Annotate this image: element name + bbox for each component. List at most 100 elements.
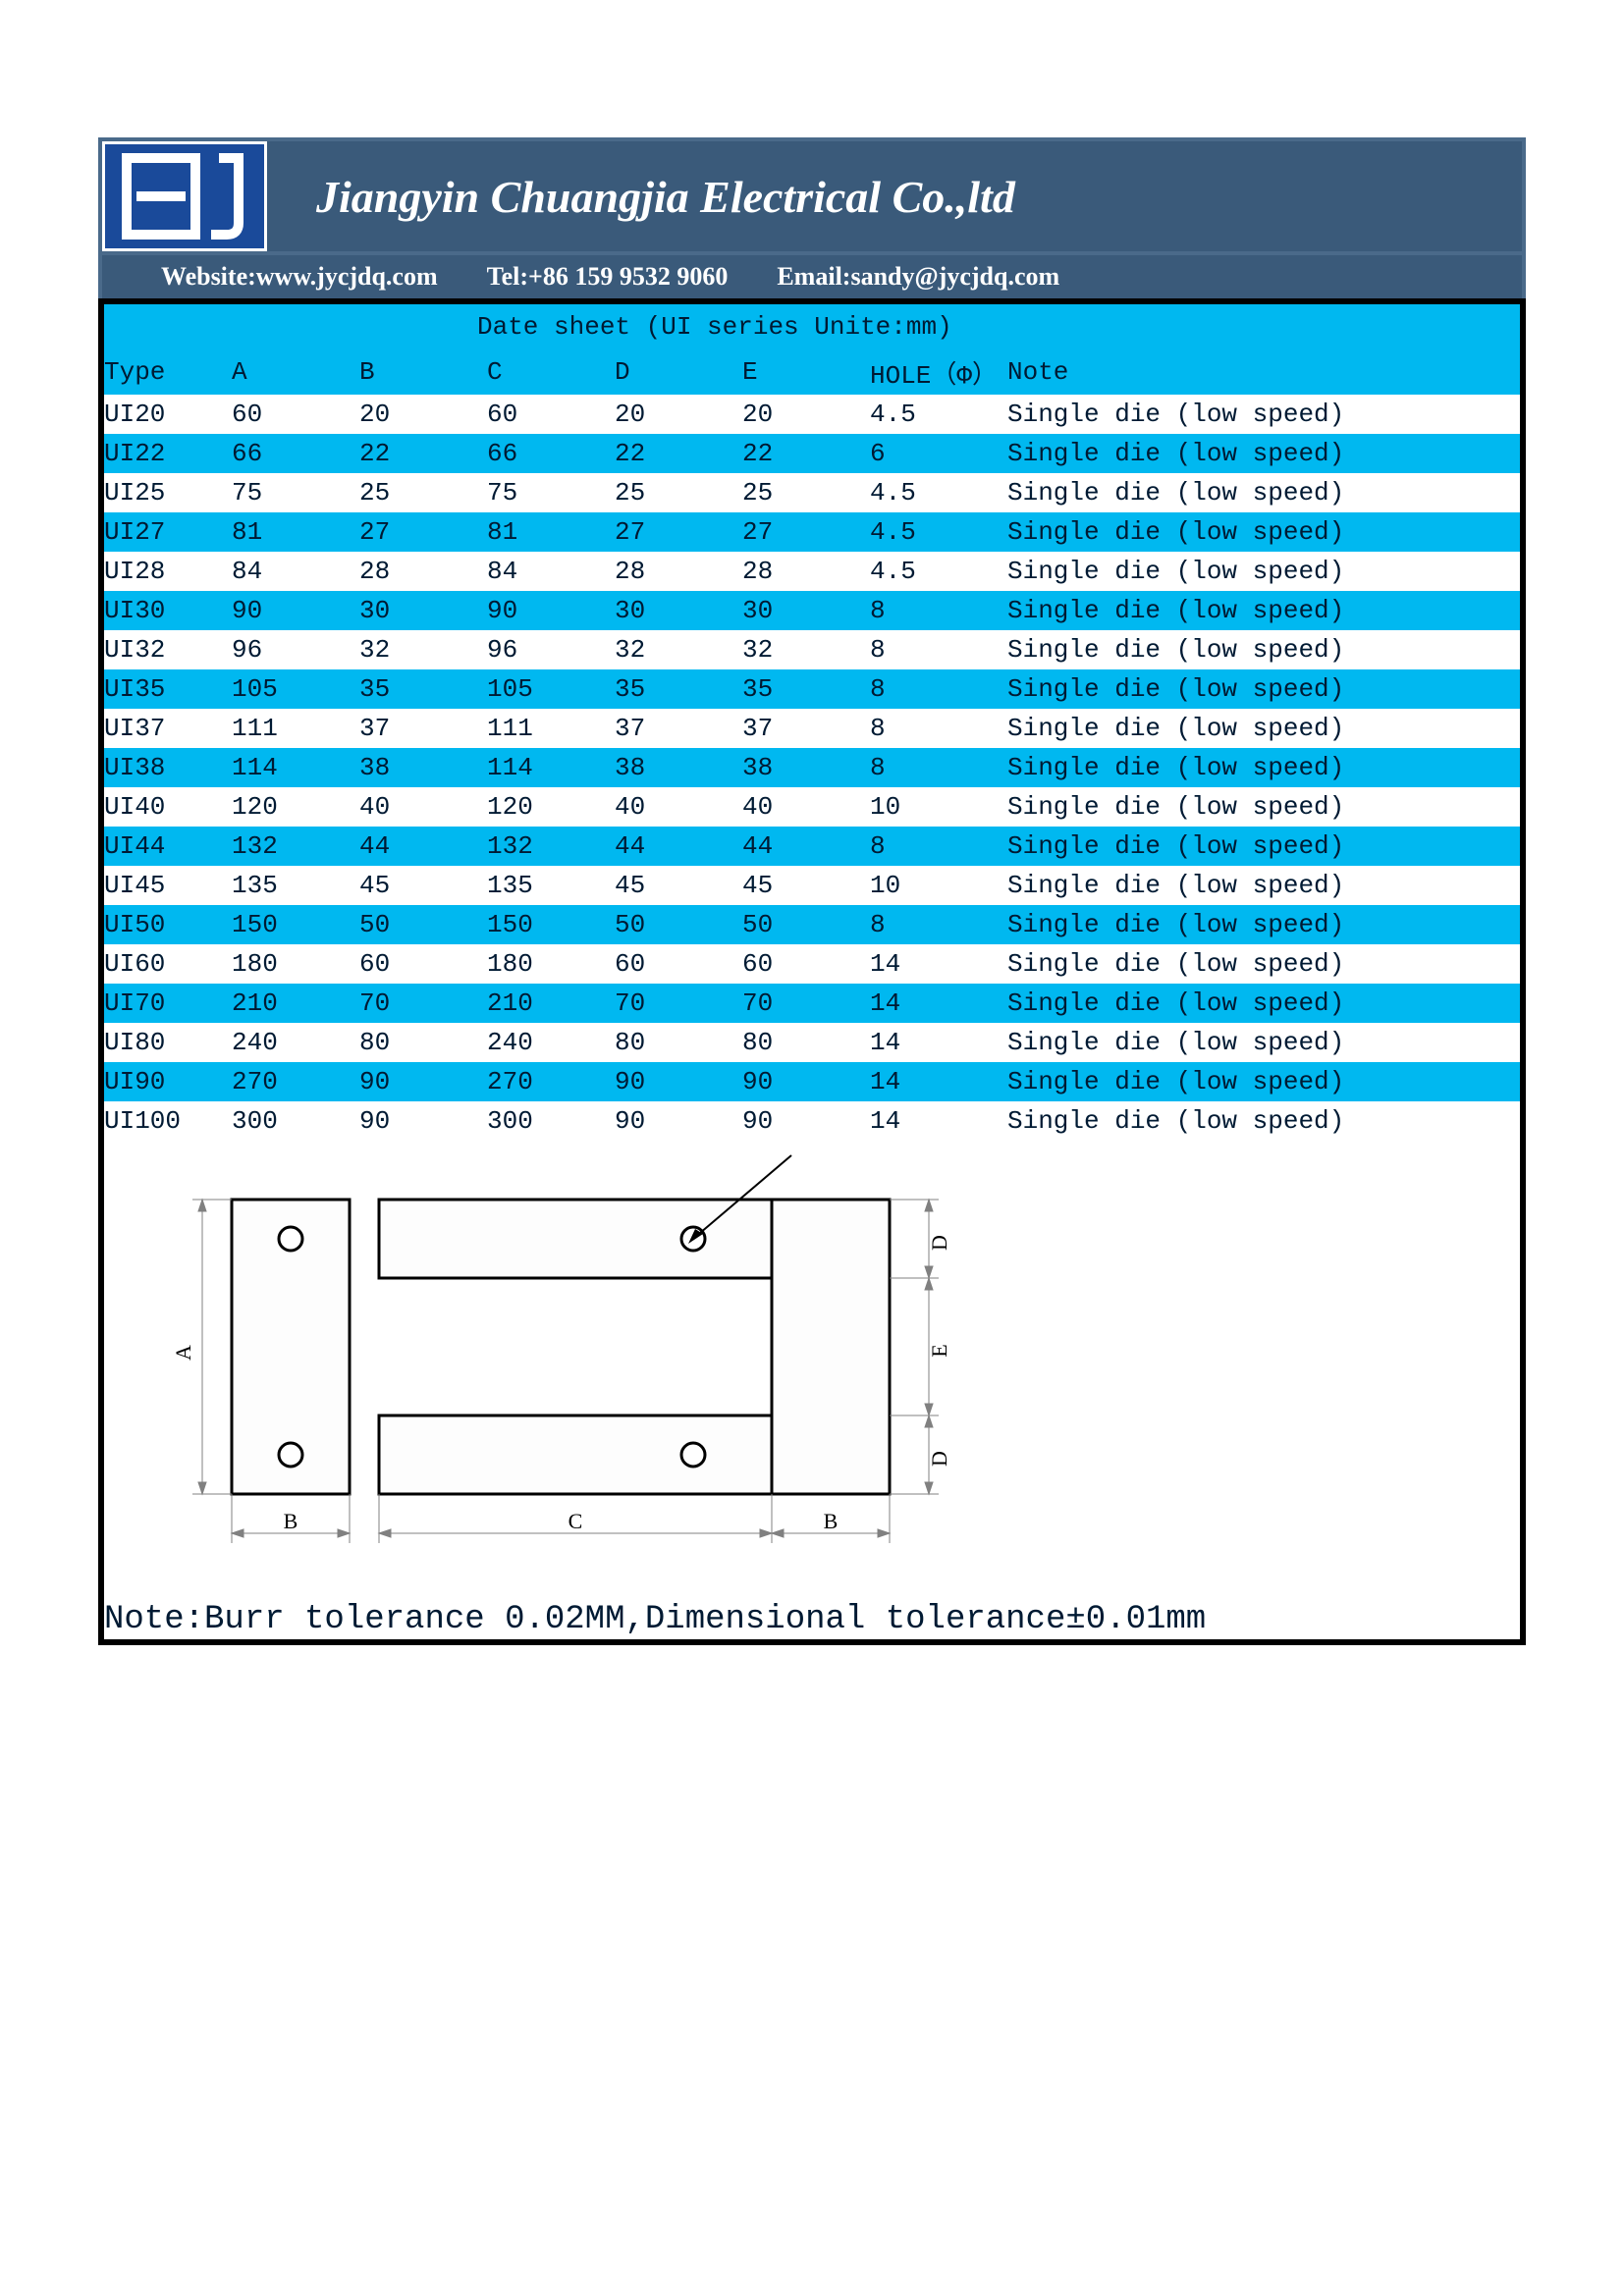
cell-hole: 4.5 [870, 552, 1007, 591]
col-header-b: B [359, 349, 487, 395]
footer-note-row: Note:Burr tolerance 0.02MM,Dimensional t… [104, 1600, 1520, 1639]
company-name: Jiangyin Chuangjia Electrical Co.,ltd [316, 171, 1015, 223]
cell-d: 90 [615, 1062, 742, 1101]
table-row: UI4513545135454510Single die (low speed) [104, 866, 1520, 905]
cell-type: UI38 [104, 748, 232, 787]
cell-d: 27 [615, 512, 742, 552]
cell-b: 90 [359, 1062, 487, 1101]
table-row: UI3296329632328Single die (low speed) [104, 630, 1520, 669]
cell-d: 38 [615, 748, 742, 787]
table-row: UI3090309030308Single die (low speed) [104, 591, 1520, 630]
cell-c: 90 [487, 591, 615, 630]
cell-note: Single die (low speed) [1007, 552, 1520, 591]
cell-hole: 8 [870, 630, 1007, 669]
email-label: Email:sandy@jycjdq.com [777, 262, 1059, 292]
cell-type: UI25 [104, 473, 232, 512]
cell-b: 40 [359, 787, 487, 827]
cell-e: 38 [742, 748, 870, 787]
cell-note: Single die (low speed) [1007, 866, 1520, 905]
cell-a: 132 [232, 827, 359, 866]
cell-hole: 4.5 [870, 473, 1007, 512]
cell-type: UI70 [104, 984, 232, 1023]
cell-note: Single die (low speed) [1007, 395, 1520, 434]
cell-hole: 14 [870, 1101, 1007, 1141]
cell-c: 120 [487, 787, 615, 827]
cell-a: 66 [232, 434, 359, 473]
cell-e: 40 [742, 787, 870, 827]
cell-note: Single die (low speed) [1007, 944, 1520, 984]
cell-d: 20 [615, 395, 742, 434]
table-row: UI8024080240808014Single die (low speed) [104, 1023, 1520, 1062]
cell-d: 35 [615, 669, 742, 709]
cell-e: 30 [742, 591, 870, 630]
cell-a: 90 [232, 591, 359, 630]
cell-a: 150 [232, 905, 359, 944]
data-table-wrap: Date sheet (UI series Unite:mm) Type A B… [98, 298, 1526, 1645]
dim-label-b2: B [824, 1509, 839, 1533]
cell-note: Single die (low speed) [1007, 512, 1520, 552]
cell-c: 300 [487, 1101, 615, 1141]
cell-c: 132 [487, 827, 615, 866]
dim-label-b1: B [284, 1509, 298, 1533]
cell-b: 90 [359, 1101, 487, 1141]
contact-bar: Website:www.jycjdq.com Tel:+86 159 9532 … [98, 255, 1526, 298]
diagram-cell: A B [104, 1141, 1520, 1600]
table-row: UI10030090300909014Single die (low speed… [104, 1101, 1520, 1141]
cell-b: 80 [359, 1023, 487, 1062]
cell-e: 35 [742, 669, 870, 709]
cell-type: UI60 [104, 944, 232, 984]
cell-d: 30 [615, 591, 742, 630]
cell-c: 150 [487, 905, 615, 944]
cell-a: 96 [232, 630, 359, 669]
table-row: UI2575257525254.5Single die (low speed) [104, 473, 1520, 512]
table-row: UI6018060180606014Single die (low speed) [104, 944, 1520, 984]
cell-c: 111 [487, 709, 615, 748]
cell-note: Single die (low speed) [1007, 630, 1520, 669]
cell-e: 25 [742, 473, 870, 512]
cell-hole: 14 [870, 1062, 1007, 1101]
cell-type: UI44 [104, 827, 232, 866]
cell-e: 90 [742, 1062, 870, 1101]
cell-hole: 8 [870, 827, 1007, 866]
cell-c: 96 [487, 630, 615, 669]
cell-e: 32 [742, 630, 870, 669]
cell-hole: 8 [870, 591, 1007, 630]
cell-e: 70 [742, 984, 870, 1023]
cell-a: 114 [232, 748, 359, 787]
cell-a: 105 [232, 669, 359, 709]
col-header-a: A [232, 349, 359, 395]
cell-note: Single die (low speed) [1007, 591, 1520, 630]
cell-hole: 14 [870, 984, 1007, 1023]
dim-label-e: E [927, 1344, 951, 1357]
col-header-hole: HOLE（Φ） [870, 349, 1007, 395]
cell-note: Single die (low speed) [1007, 434, 1520, 473]
cell-a: 81 [232, 512, 359, 552]
cell-b: 35 [359, 669, 487, 709]
cell-d: 50 [615, 905, 742, 944]
cell-b: 20 [359, 395, 487, 434]
cell-hole: 8 [870, 669, 1007, 709]
cell-a: 180 [232, 944, 359, 984]
cell-type: UI100 [104, 1101, 232, 1141]
cell-b: 25 [359, 473, 487, 512]
cell-b: 37 [359, 709, 487, 748]
table-row: UI7021070210707014Single die (low speed) [104, 984, 1520, 1023]
cell-type: UI45 [104, 866, 232, 905]
col-header-d: D [615, 349, 742, 395]
page: Jiangyin Chuangjia Electrical Co.,ltd We… [0, 0, 1624, 1743]
cell-type: UI27 [104, 512, 232, 552]
cell-d: 90 [615, 1101, 742, 1141]
cell-c: 75 [487, 473, 615, 512]
col-header-e: E [742, 349, 870, 395]
cell-hole: 8 [870, 748, 1007, 787]
cell-note: Single die (low speed) [1007, 1023, 1520, 1062]
cell-note: Single die (low speed) [1007, 984, 1520, 1023]
dim-label-d1: D [927, 1235, 951, 1251]
cell-e: 50 [742, 905, 870, 944]
cell-type: UI22 [104, 434, 232, 473]
cell-c: 81 [487, 512, 615, 552]
cell-type: UI40 [104, 787, 232, 827]
cell-d: 22 [615, 434, 742, 473]
cell-hole: 10 [870, 787, 1007, 827]
cell-c: 84 [487, 552, 615, 591]
